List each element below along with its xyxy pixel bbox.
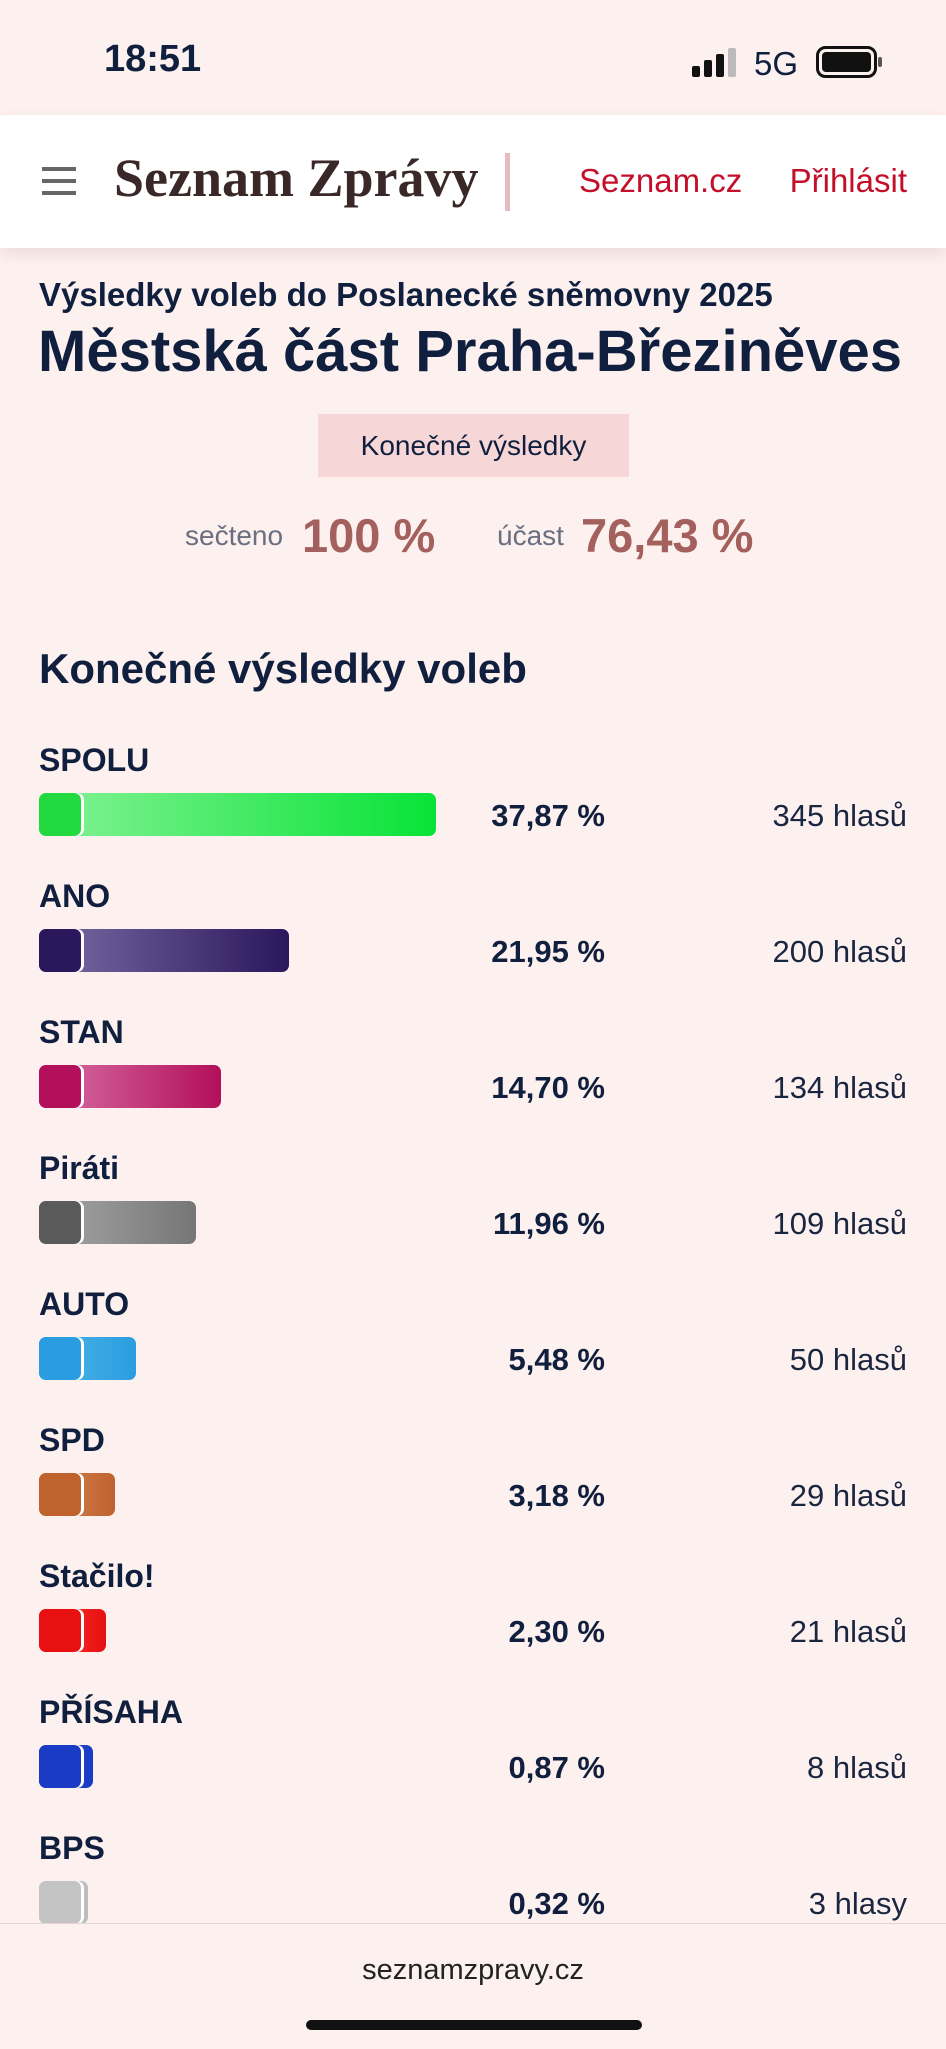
title: Městská část Praha-Březiněves xyxy=(38,319,903,384)
stat-label: sečteno xyxy=(185,520,284,551)
votes: 109 hlasů xyxy=(772,1206,907,1241)
clock: 18:51 xyxy=(104,38,202,80)
party-logo xyxy=(39,1337,81,1380)
votes: 29 hlasů xyxy=(789,1478,907,1513)
section-title: Konečné výsledky voleb xyxy=(39,645,527,692)
votes: 134 hlasů xyxy=(772,1070,907,1105)
votes: 345 hlasů xyxy=(772,798,907,833)
stat-value: 76,43 % xyxy=(581,509,754,562)
party-name: PŘÍSAHA xyxy=(39,1694,184,1730)
menu-button[interactable] xyxy=(42,165,76,197)
party-logo xyxy=(39,1065,81,1108)
party-logo xyxy=(39,793,81,836)
votes: 21 hlasů xyxy=(789,1614,907,1649)
home-indicator xyxy=(306,2020,642,2030)
party-name: Stačilo! xyxy=(39,1558,155,1594)
percent: 0,87 % xyxy=(508,1750,605,1785)
subtitle: Výsledky voleb do Poslanecké sněmovny 20… xyxy=(39,276,773,313)
footer-domain: seznamzpravy.cz xyxy=(362,1954,584,1986)
party-name: SPOLU xyxy=(39,742,150,778)
party-logo xyxy=(39,1881,81,1924)
percent: 21,95 % xyxy=(491,934,605,969)
login-link[interactable]: Přihlásit xyxy=(789,162,907,199)
percent: 37,87 % xyxy=(491,798,605,833)
party-logo xyxy=(39,929,81,972)
party-name: AUTO xyxy=(39,1286,130,1322)
status-bar: 18:51 5G xyxy=(0,0,946,115)
percent: 3,18 % xyxy=(508,1478,605,1513)
party-name: STAN xyxy=(39,1014,124,1050)
stat-label: účast xyxy=(497,520,564,551)
stat-value: 100 % xyxy=(302,509,436,562)
party-name: BPS xyxy=(39,1830,105,1866)
party-name: ANO xyxy=(39,878,111,914)
brand-divider xyxy=(505,153,510,211)
footer: seznamzpravy.cz xyxy=(0,1923,946,2049)
party-name: Piráti xyxy=(39,1150,120,1186)
status-badge: Konečné výsledky xyxy=(318,414,629,477)
header: Seznam Zprávy Seznam.cz Přihlásit xyxy=(0,115,946,248)
percent: 5,48 % xyxy=(508,1342,605,1377)
votes: 8 hlasů xyxy=(807,1750,907,1785)
battery-icon xyxy=(816,46,882,78)
percent: 0,32 % xyxy=(508,1886,605,1921)
party-logo xyxy=(39,1201,81,1244)
party-logo xyxy=(39,1473,81,1516)
signal-icon xyxy=(692,48,736,77)
votes: 3 hlasy xyxy=(808,1886,907,1921)
nav-link[interactable]: Seznam.cz xyxy=(579,162,743,199)
percent: 2,30 % xyxy=(508,1614,605,1649)
party-name: SPD xyxy=(39,1422,105,1458)
percent: 11,96 % xyxy=(492,1206,605,1241)
network: 5G xyxy=(754,45,799,82)
party-logo xyxy=(39,1745,81,1788)
percent: 14,70 % xyxy=(491,1070,605,1105)
brand-logo[interactable]: Seznam Zprávy xyxy=(114,148,479,208)
party-logo xyxy=(39,1609,81,1652)
bar xyxy=(39,793,437,836)
votes: 50 hlasů xyxy=(789,1342,907,1377)
votes: 200 hlasů xyxy=(772,934,907,969)
